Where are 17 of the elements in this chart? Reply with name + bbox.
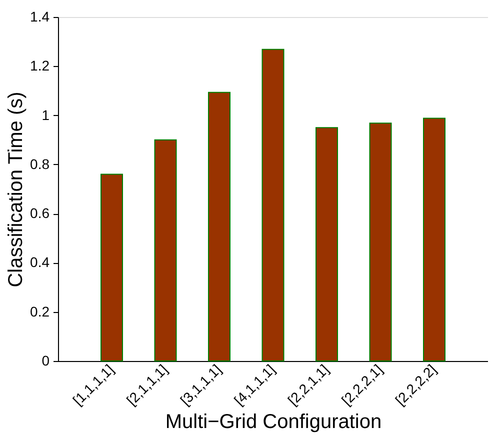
y-tick-label: 0.6 [30,205,50,222]
x-axis-title: Multi−Grid Configuration [165,411,382,434]
bar [423,118,446,362]
y-tick-label: 1.2 [30,58,50,74]
y-tick-label: 0.2 [30,303,50,320]
bar [100,174,123,362]
y-axis-title: Classification Time (s) [5,92,28,288]
y-tick-label: 1 [42,106,50,123]
bar [369,122,392,362]
y-tick-label: 0.8 [30,156,50,172]
bar [316,127,338,362]
bar [262,48,284,362]
y-tick-label: 1.4 [30,8,50,24]
bar [154,139,177,362]
bar [208,92,230,362]
y-tick-label: 0 [42,352,50,368]
y-tick-label: 0.4 [30,254,50,270]
